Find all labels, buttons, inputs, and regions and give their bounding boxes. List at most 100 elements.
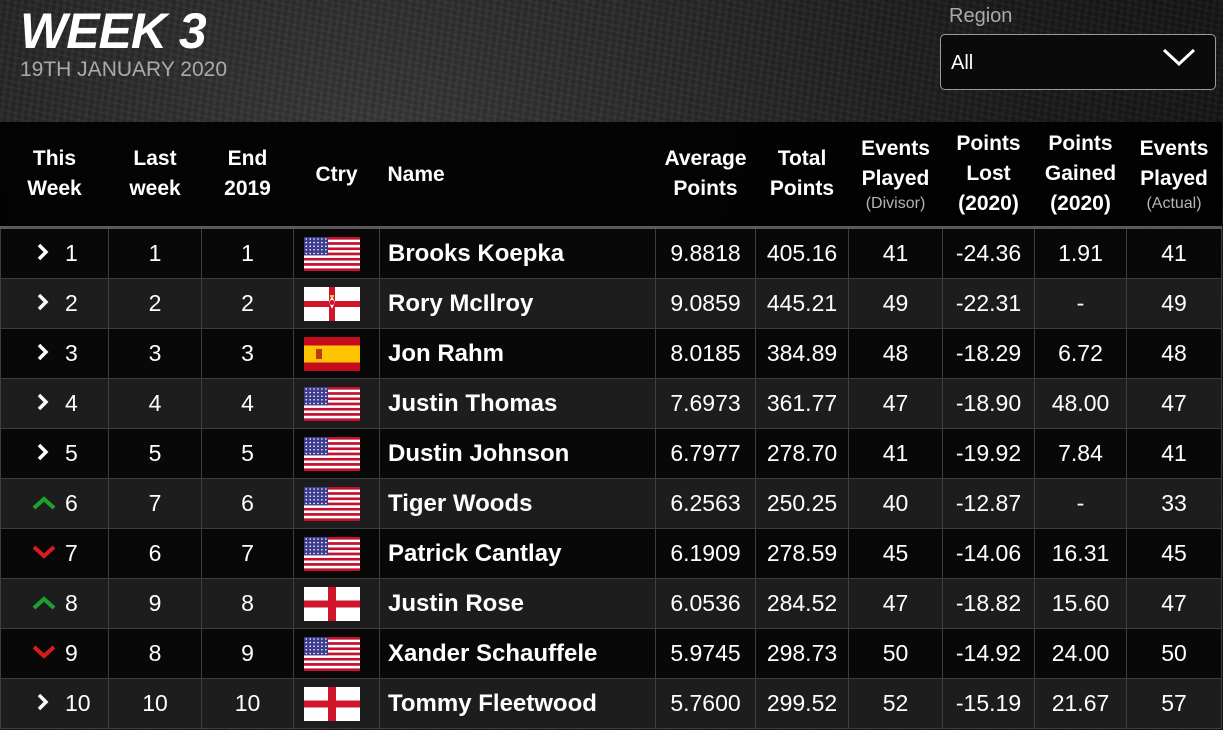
usa-flag <box>304 436 360 471</box>
country-cell <box>293 278 380 329</box>
last-week-rank: 9 <box>108 578 202 629</box>
header-last-week[interactable]: Last week <box>108 122 202 229</box>
end-2019-rank: 8 <box>201 578 294 629</box>
average-points: 8.0185 <box>655 328 756 379</box>
this-week-rank: 5 <box>65 440 78 466</box>
events-played-actual: 57 <box>1126 678 1222 729</box>
player-name[interactable]: Patrick Cantlay <box>379 528 656 579</box>
table-row[interactable]: 6 7 6 Tiger Woods 6.2563 250.25 40 -12.8… <box>0 478 1222 529</box>
usa-flag <box>304 636 360 671</box>
player-name[interactable]: Tommy Fleetwood <box>379 678 656 729</box>
end-2019-rank: 9 <box>201 628 294 679</box>
chevron-down-icon <box>1162 48 1196 67</box>
northern-ireland-flag <box>304 286 360 321</box>
points-gained: 15.60 <box>1034 578 1127 629</box>
points-lost: -19.92 <box>942 428 1035 479</box>
header-country[interactable]: Ctry <box>293 122 380 229</box>
header-average-points[interactable]: Average Points <box>655 122 756 229</box>
this-week-rank: 6 <box>65 490 78 516</box>
player-name[interactable]: Jon Rahm <box>379 328 656 379</box>
region-select[interactable]: All <box>940 34 1216 90</box>
header-this-week[interactable]: This Week <box>0 122 109 229</box>
table-row[interactable]: 7 6 7 Patrick Cantlay 6.1909 278.59 45 -… <box>0 528 1222 579</box>
points-gained: - <box>1034 278 1127 329</box>
events-played-actual: 48 <box>1126 328 1222 379</box>
points-gained: 16.31 <box>1034 528 1127 579</box>
total-points: 278.59 <box>755 528 849 579</box>
header-events-played-actual[interactable]: Events Played (Actual) <box>1126 122 1222 229</box>
this-week-cell: 1 <box>0 227 109 279</box>
this-week-rank: 4 <box>65 390 78 416</box>
country-cell <box>293 428 380 479</box>
header-points-lost[interactable]: Points Lost (2020) <box>942 122 1035 229</box>
events-played-actual: 49 <box>1126 278 1222 329</box>
events-played-divisor: 49 <box>848 278 943 329</box>
this-week-cell: 9 <box>0 628 109 679</box>
end-2019-rank: 7 <box>201 528 294 579</box>
this-week-cell: 5 <box>0 428 109 479</box>
points-gained: 1.91 <box>1034 227 1127 279</box>
points-lost: -18.82 <box>942 578 1035 629</box>
total-points: 405.16 <box>755 227 849 279</box>
this-week-rank: 3 <box>65 340 78 366</box>
this-week-cell: 7 <box>0 528 109 579</box>
header-points-gained[interactable]: Points Gained (2020) <box>1034 122 1127 229</box>
player-name[interactable]: Justin Rose <box>379 578 656 629</box>
table-row[interactable]: 10 10 10 Tommy Fleetwood 5.7600 299.52 5… <box>0 678 1222 729</box>
country-cell <box>293 328 380 379</box>
header-total-points[interactable]: Total Points <box>755 122 849 229</box>
country-cell <box>293 628 380 679</box>
chevron-right-icon <box>37 393 49 411</box>
events-played-actual: 41 <box>1126 428 1222 479</box>
usa-flag <box>304 236 360 271</box>
points-lost: -14.92 <box>942 628 1035 679</box>
this-week-cell: 8 <box>0 578 109 629</box>
end-2019-rank: 5 <box>201 428 294 479</box>
player-name[interactable]: Dustin Johnson <box>379 428 656 479</box>
header-events-played-divisor[interactable]: Events Played (Divisor) <box>848 122 943 229</box>
end-2019-rank: 2 <box>201 278 294 329</box>
header-name[interactable]: Name <box>379 122 656 229</box>
table-row[interactable]: 3 3 3 Jon Rahm 8.0185 384.89 48 -18.29 6… <box>0 328 1222 379</box>
average-points: 9.0859 <box>655 278 756 329</box>
this-week-rank: 10 <box>65 690 91 716</box>
average-points: 5.7600 <box>655 678 756 729</box>
player-name[interactable]: Brooks Koepka <box>379 227 656 279</box>
chevron-right-icon <box>37 243 49 261</box>
table-row[interactable]: 2 2 2 Rory McIlroy 9.0859 445.21 49 -22.… <box>0 278 1222 329</box>
last-week-rank: 1 <box>108 227 202 279</box>
last-week-rank: 3 <box>108 328 202 379</box>
player-name[interactable]: Rory McIlroy <box>379 278 656 329</box>
this-week-cell: 2 <box>0 278 109 329</box>
points-lost: -22.31 <box>942 278 1035 329</box>
this-week-rank: 2 <box>65 290 78 316</box>
table-row[interactable]: 5 5 5 Dustin Johnson 6.7977 278.70 41 -1… <box>0 428 1222 479</box>
events-played-actual: 41 <box>1126 227 1222 279</box>
total-points: 384.89 <box>755 328 849 379</box>
table-row[interactable]: 8 9 8 Justin Rose 6.0536 284.52 47 -18.8… <box>0 578 1222 629</box>
average-points: 6.1909 <box>655 528 756 579</box>
table-row[interactable]: 9 8 9 Xander Schauffele 5.9745 298.73 50… <box>0 628 1222 679</box>
table-row[interactable]: 1 1 1 Brooks Koepka 9.8818 405.16 41 -24… <box>0 227 1222 279</box>
points-gained: - <box>1034 478 1127 529</box>
this-week-cell: 10 <box>0 678 109 729</box>
rankings-body: 1 1 1 Brooks Koepka 9.8818 405.16 41 -24… <box>0 227 1222 729</box>
player-name[interactable]: Tiger Woods <box>379 478 656 529</box>
rankings-table: This Week Last week End 2019 Ctry Name Aver… <box>0 122 1222 729</box>
events-played-divisor: 48 <box>848 328 943 379</box>
points-lost: -12.87 <box>942 478 1035 529</box>
country-cell <box>293 378 380 429</box>
country-cell <box>293 478 380 529</box>
points-gained: 7.84 <box>1034 428 1127 479</box>
player-name[interactable]: Xander Schauffele <box>379 628 656 679</box>
last-week-rank: 6 <box>108 528 202 579</box>
end-2019-rank: 3 <box>201 328 294 379</box>
england-flag <box>304 686 360 721</box>
table-row[interactable]: 4 4 4 Justin Thomas 7.6973 361.77 47 -18… <box>0 378 1222 429</box>
header-end-2019[interactable]: End 2019 <box>201 122 294 229</box>
total-points: 250.25 <box>755 478 849 529</box>
events-played-actual: 47 <box>1126 378 1222 429</box>
events-played-actual: 33 <box>1126 478 1222 529</box>
last-week-rank: 8 <box>108 628 202 679</box>
player-name[interactable]: Justin Thomas <box>379 378 656 429</box>
